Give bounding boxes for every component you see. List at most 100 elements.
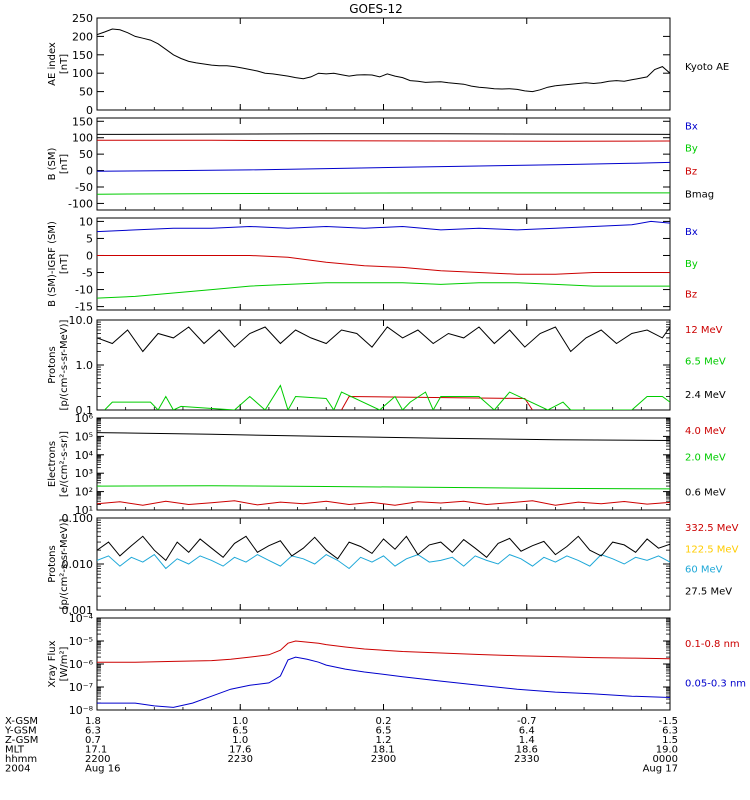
series-line-27-5-mev: [97, 535, 670, 562]
y-tick-label: 150: [72, 49, 93, 62]
y-axis-unit: [p/(cm²-s-sr-MeV)]: [59, 518, 70, 609]
series-line-by: [97, 192, 670, 195]
ephemeris-value: -0.7: [517, 716, 537, 727]
ephemeris-value: 1.8: [85, 716, 101, 727]
y-tick-label: 50: [79, 86, 93, 99]
y-tick-label: 0.010: [62, 558, 94, 571]
ephemeris-value: 2230: [228, 754, 253, 765]
series-line-unnamed: [555, 66, 670, 87]
y-axis-unit: [nT]: [59, 254, 70, 274]
legend-label: Bx: [685, 227, 698, 238]
series-line-2-0-mev: [97, 485, 670, 490]
y-tick-label: 10⁻⁸: [69, 704, 94, 717]
panel-frame: [96, 517, 671, 611]
y-tick-label: 0: [86, 249, 93, 262]
y-tick-label: 10⁻⁶: [69, 658, 94, 671]
legend-label: By: [685, 259, 698, 270]
y-tick-label: 100: [72, 67, 93, 80]
y-tick-label: 10⁵: [75, 430, 93, 443]
y-tick-label: -15: [75, 301, 93, 314]
y-axis-label: B (SM)-IGRF (SM): [47, 221, 58, 307]
panel-6: 0.001 0.010 0.100 Protons [p/(cm²-s-sr-MeV)]…: [47, 512, 739, 617]
y-tick-label: 10³: [75, 467, 93, 480]
y-tick-label: -10: [75, 284, 93, 297]
y-tick-label: 10¹: [75, 504, 93, 517]
y-axis-unit: [nT]: [59, 54, 70, 74]
ephemeris-value: 18.1: [372, 745, 394, 756]
y-tick-label: 10⁶: [75, 412, 94, 425]
series-line-bx: [97, 220, 670, 233]
series-line-bz: [97, 255, 670, 275]
y-tick-label: 10⁻⁷: [69, 681, 93, 694]
y-axis-label: Electrons: [47, 441, 58, 487]
ephemeris-value: 6.3: [662, 726, 678, 737]
legend-label: 4.0 MeV: [685, 426, 726, 437]
y-tick-label: 0.001: [62, 604, 94, 617]
y-axis-label: B (SM): [47, 147, 58, 180]
legend-label: Bz: [685, 166, 697, 177]
y-axis-unit: [nT]: [59, 154, 70, 174]
ephemeris-value: 1.0: [232, 716, 248, 727]
legend-label: 2.4 MeV: [685, 390, 726, 401]
ephemeris-value: 6.4: [519, 726, 535, 737]
panel-1: 0 50 100 150 200 250 AE index [nT] Kyoto AE: [47, 12, 729, 117]
legend-label: 2.0 MeV: [685, 453, 726, 464]
ephemeris-value: Aug 16: [85, 764, 120, 775]
y-tick-label: -5: [82, 267, 93, 280]
legend-label: Bx: [685, 121, 698, 132]
series-line-bz: [97, 139, 670, 142]
legend-label: 0.1-0.8 nm: [685, 639, 740, 650]
y-tick-label: 100: [72, 132, 93, 145]
y-tick-label: 10²: [75, 486, 93, 499]
y-axis-label: Protons: [47, 346, 58, 383]
y-tick-label: 10⁻⁴: [69, 612, 94, 625]
ephemeris-row-label: hhmm: [5, 754, 37, 765]
y-tick-label: 50: [79, 148, 93, 161]
panel-3: -15 -10 -5 0 5 10 B (SM)-IGRF (SM) [nT] Bx By Bz: [47, 215, 698, 313]
y-axis-unit: [e/(cm²-s-sr)]: [59, 431, 70, 497]
legend-label: 332.5 MeV: [685, 523, 739, 534]
series-line-0-6-mev: [97, 432, 670, 441]
legend-label: By: [685, 143, 698, 154]
legend-label: 0.05-0.3 nm: [685, 678, 746, 689]
y-axis-unit: [p/(cm²-s-sr-MeV)]: [59, 319, 70, 410]
ephemeris-value: -1.5: [658, 716, 678, 727]
legend-label: Kyoto AE: [685, 62, 729, 73]
series-line-60-mev: [97, 553, 670, 570]
ephemeris-row-label: X-GSM: [5, 716, 38, 727]
y-tick-label: 0.100: [62, 512, 94, 525]
panel-2: -100 -50 0 50 100 150 B (SM) [nT] Bx By Bz Bmag: [47, 115, 714, 211]
y-tick-label: 150: [72, 115, 93, 128]
y-axis-unit: [W/m²]: [59, 646, 70, 681]
y-axis-label: Xray Flux: [47, 640, 58, 687]
series-line-6-5-mev: [104, 384, 670, 410]
ephemeris-value: 1.5: [662, 735, 678, 746]
panel-frame: [96, 17, 671, 111]
ephemeris-row-label: 2004: [5, 764, 30, 775]
legend-label: 0.6 MeV: [685, 488, 726, 499]
ephemeris-value: Aug 17: [643, 764, 678, 775]
y-tick-label: -50: [75, 181, 93, 194]
panel-frame: [96, 617, 671, 711]
y-tick-label: 10⁻⁵: [69, 635, 93, 648]
legend-label: 60 MeV: [685, 565, 723, 576]
series-line-4-0-mev: [97, 500, 670, 506]
panel-4: 0.1 1.0 10.0 Protons [p/(cm²-s-sr-MeV)] 12 Me…: [47, 314, 726, 417]
x-axis-ephemeris: X-GSM 1.8 1.0 0.2 -0.7 -1.5 Y-GSM 6.3 6.5 6.5 6.4 6…: [4, 716, 678, 775]
y-tick-label: 1.0: [76, 359, 94, 372]
ephemeris-row-label: Y-GSM: [4, 726, 37, 737]
ephemeris-value: 2330: [514, 754, 539, 765]
legend-label: 12 MeV: [685, 325, 723, 336]
series-line-0-1-0-8-nm: [97, 640, 670, 663]
y-axis-label: AE index: [47, 42, 58, 86]
ephemeris-value: 0.2: [376, 716, 392, 727]
series-line-kyoto-ae: [97, 28, 556, 93]
ephemeris-value: 1.4: [519, 735, 535, 746]
panel-7: 10⁻⁸ 10⁻⁷ 10⁻⁶ 10⁻⁵ 10⁻⁴ Xray Flux [W/m²] 0.1-0…: [47, 612, 746, 717]
y-tick-label: 10⁴: [75, 449, 94, 462]
y-tick-label: 250: [72, 12, 93, 25]
legend-label: 6.5 MeV: [685, 357, 726, 368]
ephemeris-value: 2300: [371, 754, 396, 765]
